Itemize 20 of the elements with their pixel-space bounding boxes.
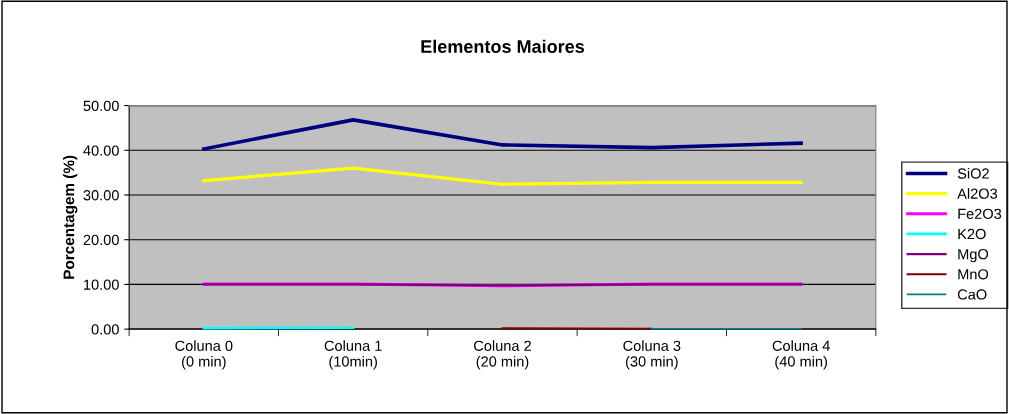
legend-label: MgO [958, 248, 989, 263]
legend-label: CaO [957, 289, 987, 300]
x-tick-label: Coluna 3 (30 min) [623, 340, 681, 370]
chart-title: Elementos Maiores [421, 39, 585, 53]
y-tick-label: 50.00 [83, 100, 119, 111]
legend-label: Fe2O3 [958, 208, 1002, 219]
legend-label: K2O [958, 228, 986, 240]
y-tick-label: 10.00 [84, 279, 119, 290]
y-tick-label: 20.00 [83, 234, 119, 246]
x-tick-label: Coluna 2 (20 min) [474, 340, 531, 370]
x-tick-label: Coluna 0 (0 min) [175, 340, 233, 370]
y-tick-label: 0.00 [91, 324, 119, 335]
x-tick-label: Coluna 4 (40 min) [772, 340, 830, 370]
legend-label: Al2O3 [957, 188, 998, 199]
y-tick-label: 40.00 [83, 145, 119, 156]
y-tick-label: 30.00 [83, 190, 119, 201]
y-axis-title: Porcentagem (%) [63, 155, 78, 279]
legend-label: MnO [958, 269, 989, 280]
x-tick-label: Coluna 1 (10min) [324, 340, 382, 370]
legend-label: SiO2 [957, 167, 989, 179]
